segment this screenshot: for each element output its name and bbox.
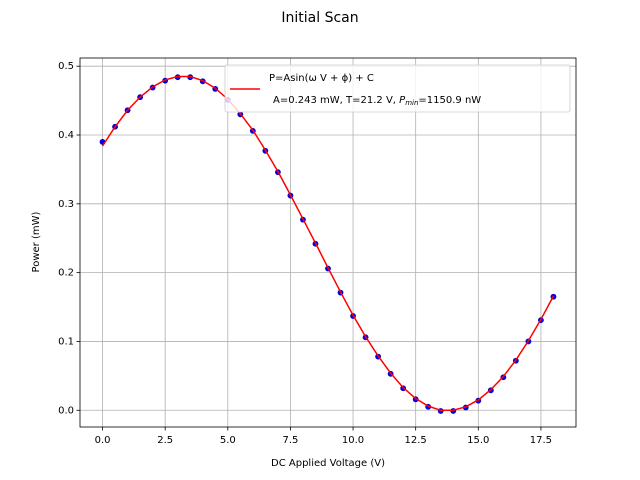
y-tick-label: 0.1 [58,336,74,347]
legend-parameter-part: =1150.9 nW [418,95,481,106]
legend-parameters: A=0.243 mW, T=21.2 V, Pmin=1150.9 nW [273,95,481,107]
y-tick-label: 0.5 [58,61,74,72]
y-tick-label: 0.2 [58,268,74,279]
fit-line [101,75,555,412]
x-tick-label: 17.5 [530,435,552,446]
y-tick-label: 0.0 [58,405,74,416]
x-tick-label: 7.5 [282,435,298,446]
x-tick-label: 5.0 [220,435,236,446]
x-axis-label: DC Applied Voltage (V) [271,458,385,469]
legend-parameter-part: A=0.243 mW, T=21.2 V, [273,95,399,106]
x-tick-label: 2.5 [157,435,173,446]
legend-parameter-part: min [405,99,418,107]
x-tick-label: 15.0 [467,435,489,446]
legend-label: P=Asin(ω V + ϕ) + C [269,73,374,84]
y-tick-label: 0.3 [58,199,74,210]
x-tick-label: 12.5 [405,435,427,446]
x-tick-label: 0.0 [95,435,111,446]
axes-frame [79,57,577,428]
x-tick-label: 10.0 [342,435,364,446]
legend-box [224,64,571,113]
legend-parameter-part: P [399,95,406,106]
y-axis-label: Power (mW) [31,211,42,272]
y-tick-label: 0.4 [58,130,74,141]
chart-title: Initial Scan [281,10,358,26]
